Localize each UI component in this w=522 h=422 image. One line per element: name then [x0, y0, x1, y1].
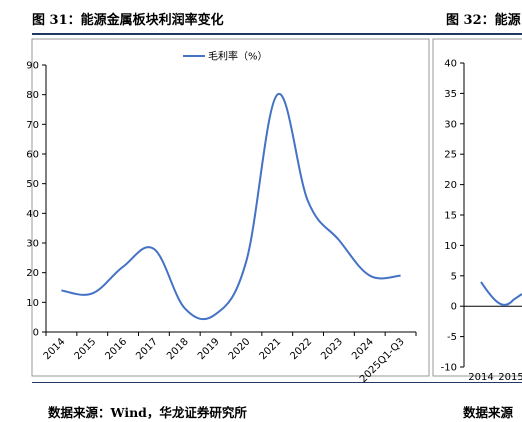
- y-tick-label-right: -5: [447, 332, 457, 343]
- y-tick-label-right: 15: [444, 211, 457, 222]
- x-tick-label: 2020: [227, 336, 253, 362]
- y-tick-label: 10: [26, 298, 39, 309]
- x-tick-label: 2017: [134, 336, 160, 362]
- y-tick-label: 80: [26, 90, 39, 101]
- x-tick-label: 2023: [319, 336, 345, 362]
- y-tick-label-right: 0: [451, 302, 457, 313]
- y-tick-label-right: 30: [444, 119, 457, 130]
- series-line-right: [480, 281, 522, 306]
- x-tick-label: 2014: [42, 336, 68, 362]
- x-tick-label-right: 2014: [468, 372, 493, 383]
- y-tick-label: 90: [26, 61, 39, 72]
- y-tick-label: 30: [26, 239, 39, 250]
- x-tick-label: 2024: [350, 336, 376, 362]
- y-tick-label-right: 5: [451, 271, 457, 282]
- bottom-rule: [32, 382, 522, 383]
- x-tick-label: 2021: [258, 336, 284, 362]
- x-tick-label: 2022: [288, 336, 314, 362]
- chart-frame-left: [31, 38, 430, 377]
- y-tick-label-right: -10: [441, 363, 457, 374]
- x-tick-label: 2015: [73, 336, 99, 362]
- x-tick-label: 2018: [165, 336, 191, 362]
- series-line-gross-margin: [61, 93, 401, 321]
- y-tick-label-right: 10: [444, 241, 457, 252]
- y-tick-label: 70: [26, 120, 39, 131]
- figure-31-title: 图 31：能源金属板块利润率变化: [32, 13, 224, 28]
- y-tick-label: 40: [26, 209, 39, 220]
- figure-31-source: 数据来源：Wind，华龙证券研究所: [48, 405, 247, 420]
- x-tick-label: 2019: [196, 336, 222, 362]
- y-tick-label: 0: [33, 328, 39, 339]
- chart-legend: 毛利率（%）: [183, 50, 268, 63]
- chart-frame-right: [432, 38, 522, 377]
- y-tick-label-right: 20: [444, 180, 457, 191]
- y-tick-label: 60: [26, 150, 39, 161]
- y-tick-label: 50: [26, 179, 39, 190]
- x-tick-label-right: 2015: [498, 372, 522, 383]
- figure-32-title: 图 32：能源: [446, 13, 521, 28]
- top-rule: [32, 33, 522, 35]
- x-tick-label: 2016: [103, 336, 129, 362]
- y-tick-label-right: 40: [444, 59, 457, 70]
- legend-label: 毛利率（%）: [208, 50, 268, 63]
- y-tick-label: 20: [26, 268, 39, 279]
- figure-32-source: 数据来源: [463, 405, 514, 420]
- y-tick-label-right: 25: [444, 150, 457, 161]
- y-tick-label-right: 35: [444, 89, 457, 100]
